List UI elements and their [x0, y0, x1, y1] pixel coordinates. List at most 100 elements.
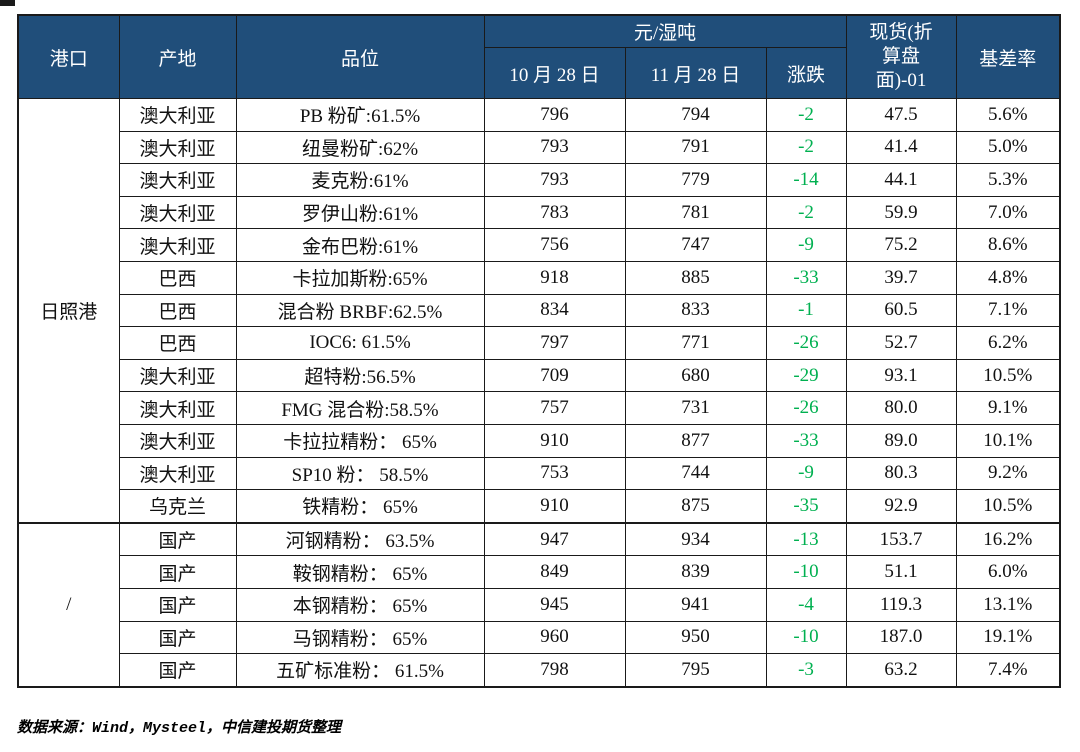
- cell-price-oct28: 918: [483, 260, 626, 295]
- cell-change: -10: [765, 555, 847, 589]
- cell-spot-converted: 187.0: [845, 620, 957, 655]
- cell-change: -26: [765, 391, 847, 425]
- cell-change: -9: [765, 228, 847, 262]
- cell-basis-rate: 19.1%: [955, 620, 1061, 655]
- cell-basis-rate: 7.1%: [955, 293, 1061, 328]
- cell-price-nov28: 744: [624, 456, 767, 491]
- cell-spot-converted: 44.1: [845, 163, 957, 197]
- table-body: 日照港 澳大利亚 PB 粉矿:61.5% 796 794 -2 47.5 5.6% 澳大利亚 纽曼…: [17, 97, 1061, 688]
- cell-price-nov28: 731: [624, 391, 767, 425]
- cell-change: -4: [765, 587, 847, 622]
- cell-origin: 乌克兰: [118, 489, 237, 524]
- cell-grade: SP10 粉： 58.5%: [235, 456, 485, 491]
- cell-price-oct28: 797: [483, 326, 626, 360]
- cell-change: -33: [765, 423, 847, 458]
- cell-grade: 麦克粉:61%: [235, 163, 485, 197]
- cell-change: -26: [765, 326, 847, 360]
- cell-basis-rate: 7.0%: [955, 195, 1061, 230]
- cell-grade: 本钢精粉： 65%: [235, 587, 485, 622]
- cell-change: -3: [765, 653, 847, 688]
- cell-price-nov28: 950: [624, 620, 767, 655]
- table-row: 澳大利亚 纽曼粉矿:62% 793 791 -2 41.4 5.0%: [18, 130, 1061, 165]
- cell-origin: 国产: [118, 587, 237, 622]
- cell-spot-converted: 47.5: [845, 98, 957, 132]
- table-row: 日照港 澳大利亚 PB 粉矿:61.5% 796 794 -2 47.5 5.6%: [17, 97, 1061, 524]
- cell-basis-rate: 10.1%: [955, 423, 1061, 458]
- cell-origin: 澳大利亚: [118, 163, 237, 197]
- cell-change: -35: [765, 489, 847, 524]
- cell-basis-rate: 8.6%: [955, 228, 1061, 262]
- table-row: 澳大利亚 金布巴粉:61% 756 747 -9 75.2 8.6%: [18, 228, 1061, 262]
- col-header-origin: 产地: [118, 14, 237, 99]
- cell-change: -2: [765, 195, 847, 230]
- cell-price-nov28: 839: [624, 555, 767, 589]
- col-header-date-oct28: 10 月 28 日: [483, 47, 626, 99]
- table-row: 澳大利亚 SP10 粉： 58.5% 753 744 -9 80.3 9.2%: [18, 456, 1061, 491]
- cell-spot-converted: 92.9: [845, 489, 957, 524]
- table-row: 国产 鞍钢精粉： 65% 849 839 -10 51.1 6.0%: [18, 555, 1061, 589]
- data-source-note: 数据来源：Wind，Mysteel，中信建投期货整理: [17, 720, 342, 737]
- cell-basis-rate: 5.6%: [955, 98, 1061, 132]
- cell-price-oct28: 947: [483, 521, 626, 557]
- screen-artifact: [0, 0, 15, 6]
- table-row: 澳大利亚 罗伊山粉:61% 783 781 -2 59.9 7.0%: [18, 195, 1061, 230]
- cell-change: -2: [765, 130, 847, 165]
- cell-basis-rate: 13.1%: [955, 587, 1061, 622]
- cell-change: -9: [765, 456, 847, 491]
- cell-price-nov28: 934: [624, 521, 767, 557]
- cell-origin: 澳大利亚: [118, 423, 237, 458]
- cell-price-oct28: 757: [483, 391, 626, 425]
- cell-origin: 国产: [118, 521, 237, 557]
- cell-change: -14: [765, 163, 847, 197]
- cell-origin: 巴西: [118, 326, 237, 360]
- cell-grade: 金布巴粉:61%: [235, 228, 485, 262]
- cell-basis-rate: 7.4%: [955, 653, 1061, 688]
- cell-grade: 超特粉:56.5%: [235, 358, 485, 393]
- cell-change: -33: [765, 260, 847, 295]
- cell-spot-converted: 63.2: [845, 653, 957, 688]
- table-row: 巴西 混合粉 BRBF:62.5% 834 833 -1 60.5 7.1%: [18, 293, 1061, 328]
- cell-grade: 卡拉拉精粉： 65%: [235, 423, 485, 458]
- cell-price-oct28: 793: [483, 163, 626, 197]
- cell-origin: 国产: [118, 555, 237, 589]
- col-header-basis-rate: 基差率: [955, 14, 1061, 99]
- cell-basis-rate: 4.8%: [955, 260, 1061, 295]
- cell-price-oct28: 753: [483, 456, 626, 491]
- cell-price-oct28: 783: [483, 195, 626, 230]
- cell-origin: 澳大利亚: [118, 195, 237, 230]
- cell-basis-rate: 5.0%: [955, 130, 1061, 165]
- cell-spot-converted: 59.9: [845, 195, 957, 230]
- cell-port: /: [17, 521, 120, 688]
- cell-price-oct28: 793: [483, 130, 626, 165]
- cell-grade: IOC6: 61.5%: [235, 326, 485, 360]
- cell-price-nov28: 771: [624, 326, 767, 360]
- cell-grade: 卡拉加斯粉:65%: [235, 260, 485, 295]
- cell-price-nov28: 877: [624, 423, 767, 458]
- cell-price-nov28: 875: [624, 489, 767, 524]
- table-row: / 国产 河钢精粉： 63.5% 947 934 -13 153.7 16.2%: [17, 521, 1061, 688]
- cell-origin: 澳大利亚: [118, 228, 237, 262]
- cell-grade: FMG 混合粉:58.5%: [235, 391, 485, 425]
- cell-price-oct28: 798: [483, 653, 626, 688]
- col-header-date-nov28: 11 月 28 日: [624, 47, 767, 99]
- cell-price-oct28: 709: [483, 358, 626, 393]
- cell-grade: 混合粉 BRBF:62.5%: [235, 293, 485, 328]
- cell-price-oct28: 910: [483, 489, 626, 524]
- cell-price-nov28: 794: [624, 98, 767, 132]
- cell-price-nov28: 680: [624, 358, 767, 393]
- cell-basis-rate: 10.5%: [955, 358, 1061, 393]
- cell-grade: 五矿标准粉： 61.5%: [235, 653, 485, 688]
- cell-basis-rate: 6.0%: [955, 555, 1061, 589]
- cell-spot-converted: 80.3: [845, 456, 957, 491]
- cell-origin: 澳大利亚: [118, 98, 237, 132]
- cell-grade: 河钢精粉： 63.5%: [235, 521, 485, 557]
- cell-basis-rate: 10.5%: [955, 489, 1061, 524]
- cell-grade: 罗伊山粉:61%: [235, 195, 485, 230]
- col-header-change: 涨跌: [765, 47, 847, 99]
- cell-spot-converted: 89.0: [845, 423, 957, 458]
- cell-grade: 鞍钢精粉： 65%: [235, 555, 485, 589]
- cell-price-oct28: 834: [483, 293, 626, 328]
- cell-origin: 国产: [118, 620, 237, 655]
- cell-basis-rate: 6.2%: [955, 326, 1061, 360]
- table-row: 澳大利亚 FMG 混合粉:58.5% 757 731 -26 80.0 9.1%: [18, 391, 1061, 425]
